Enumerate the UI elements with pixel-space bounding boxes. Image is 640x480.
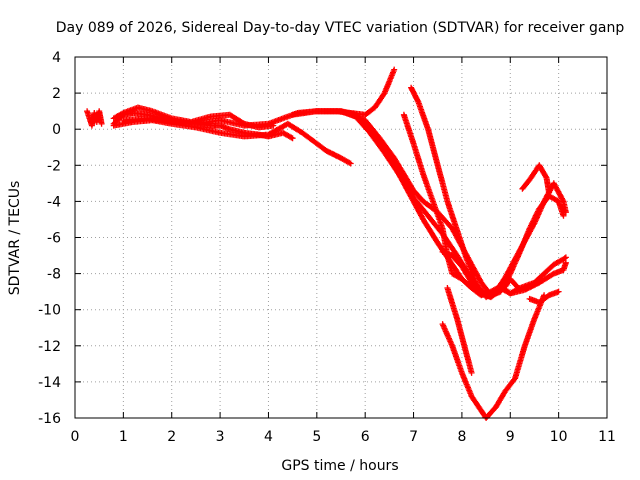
data-series: [519, 162, 552, 196]
y-axis-label: SDTVAR / TECUs: [7, 181, 23, 296]
x-tick-label: 6: [361, 429, 370, 445]
data-point-markers: [444, 285, 475, 376]
y-tick-label: 2: [52, 86, 61, 102]
chart-title: Day 089 of 2026, Sidereal Day-to-day VTE…: [56, 20, 625, 36]
data-point-markers: [84, 108, 105, 129]
y-tick-label: -12: [38, 339, 61, 355]
x-axis-label: GPS time / hours: [281, 458, 398, 474]
data-point-markers: [439, 292, 548, 421]
y-tick-label: -16: [38, 411, 61, 427]
y-tick-label: 0: [52, 122, 61, 138]
x-tick-label: 3: [216, 429, 225, 445]
data-series: [84, 108, 105, 129]
x-tick-label: 2: [167, 429, 176, 445]
data-marks: [84, 66, 569, 421]
y-tick-label: -14: [38, 375, 61, 391]
data-series: [526, 288, 562, 306]
y-tick-label: -10: [38, 303, 61, 319]
data-series: [439, 292, 548, 421]
x-tick-label: 1: [119, 429, 128, 445]
x-tick-label: 7: [409, 429, 418, 445]
data-point-markers: [439, 248, 480, 295]
x-tick-label: 0: [71, 429, 80, 445]
data-series: [444, 285, 475, 376]
data-point-markers: [519, 162, 552, 196]
y-tick-label: -4: [47, 194, 61, 210]
x-tick-label: 5: [312, 429, 321, 445]
x-tick-label: 9: [506, 429, 515, 445]
plot-border: [74, 56, 608, 419]
data-point-markers: [313, 108, 569, 299]
x-tick-label: 10: [550, 429, 568, 445]
x-tick-label: 11: [598, 429, 616, 445]
data-point-markers: [526, 288, 562, 306]
y-tick-label: 4: [52, 50, 61, 66]
x-tick-label: 4: [264, 429, 273, 445]
y-tick-label: -2: [47, 158, 61, 174]
data-series: [313, 108, 569, 299]
axis-ticks: 0 1 2 3 4 5 6 7 8 9 10 11 4 2 0 -2 -4 -6 -8 -10 -12 -14 -16: [38, 50, 616, 445]
data-series: [439, 248, 480, 295]
y-tick-label: -6: [47, 231, 61, 247]
y-tick-label: -8: [47, 267, 61, 283]
x-tick-label: 8: [457, 429, 466, 445]
